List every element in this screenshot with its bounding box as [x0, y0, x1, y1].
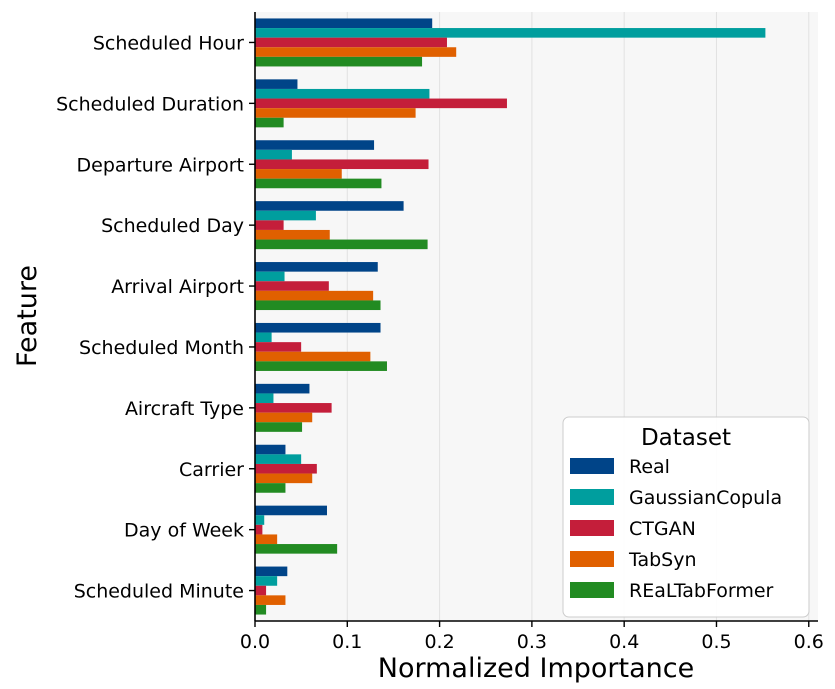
ticks: 0.0 0.1 0.2 0.3 0.4 0.5 0.6 Scheduled Hour Sched…: [56, 32, 824, 653]
y-tick-label: Arrival Airport: [111, 276, 244, 298]
bar: [255, 604, 267, 615]
bar: [255, 403, 332, 413]
legend-label: TabSyn: [628, 549, 697, 571]
bar: [255, 595, 286, 605]
legend-items: Real GaussianCopula CTGAN TabSyn REaLTabForm…: [570, 456, 782, 602]
bar: [255, 463, 317, 474]
y-tick-label: Carrier: [179, 459, 244, 481]
x-axis-label: Normalized Importance: [378, 653, 694, 684]
x-tick-label: 0.2: [424, 631, 454, 653]
y-axis-label: Feature: [12, 265, 43, 367]
bar: [255, 483, 286, 493]
bar: [255, 262, 378, 272]
bar: [255, 140, 375, 150]
bar: [255, 201, 404, 211]
x-tick-label: 0.4: [609, 631, 639, 653]
x-tick-label: 0.0: [240, 631, 270, 653]
bar: [255, 281, 329, 291]
x-tick-label: 0.5: [701, 631, 731, 653]
legend-swatch: [570, 458, 614, 474]
y-tick-label: Scheduled Day: [101, 215, 244, 237]
legend-swatch: [570, 582, 614, 598]
bar: [255, 585, 267, 596]
bar: [255, 393, 274, 404]
bar: [255, 79, 298, 89]
x-tick-label: 0.3: [517, 631, 547, 653]
bar: [255, 383, 310, 394]
bar: [255, 28, 766, 38]
legend-label: Real: [629, 456, 670, 478]
x-tick-label: 0.6: [794, 631, 824, 653]
bar: [255, 351, 371, 362]
y-tick-label: Scheduled Duration: [56, 93, 244, 115]
legend-title: Dataset: [641, 425, 731, 451]
x-tick-label: 0.1: [332, 631, 362, 653]
bar: [255, 290, 374, 301]
legend-label: REaLTabFormer: [629, 580, 774, 602]
bar: [255, 117, 284, 128]
bar: [255, 576, 278, 586]
bar: [255, 229, 330, 240]
bar: [255, 342, 302, 352]
bar: [255, 239, 428, 250]
y-tick-label: Departure Airport: [77, 154, 244, 176]
bar: [255, 37, 447, 48]
bar: [255, 534, 278, 545]
legend-label: CTGAN: [629, 518, 696, 540]
legend-swatch: [570, 520, 614, 536]
bar: [255, 544, 338, 554]
bar: [255, 332, 272, 343]
y-tick-label: Aircraft Type: [125, 398, 244, 420]
bar: [255, 505, 327, 516]
bar: [255, 473, 313, 484]
bar: [255, 210, 316, 221]
bar: [255, 159, 429, 170]
bar: [255, 422, 303, 432]
y-tick-label: Day of Week: [124, 520, 244, 542]
bar: [255, 361, 387, 371]
bar: [255, 169, 342, 179]
y-tick-label: Scheduled Hour: [93, 32, 244, 54]
bar: [255, 524, 263, 535]
y-tick-label: Scheduled Minute: [74, 581, 244, 603]
bar: [255, 47, 457, 57]
bar: [255, 98, 507, 109]
bar: [255, 88, 430, 99]
bar: [255, 566, 288, 577]
bar: [255, 18, 433, 29]
bar: [255, 322, 381, 333]
bar: [255, 56, 423, 67]
bar: [255, 108, 416, 118]
legend-frame: [562, 416, 810, 618]
bar: [255, 515, 265, 525]
legend-label: GaussianCopula: [629, 487, 782, 509]
bar: [255, 220, 284, 230]
legend-swatch: [570, 489, 614, 505]
bar: [255, 444, 286, 455]
bar: [255, 412, 313, 423]
legend: Dataset Real GaussianCopula CTGAN TabSyn REa…: [562, 416, 810, 618]
axes: [254, 12, 818, 622]
bar: [255, 149, 292, 160]
bars: [255, 18, 766, 615]
bar: [255, 300, 381, 311]
legend-swatch: [570, 551, 614, 567]
y-tick-label: Scheduled Month: [79, 337, 244, 359]
bar: [255, 454, 302, 464]
bar: [255, 178, 382, 189]
bar: [255, 271, 285, 282]
